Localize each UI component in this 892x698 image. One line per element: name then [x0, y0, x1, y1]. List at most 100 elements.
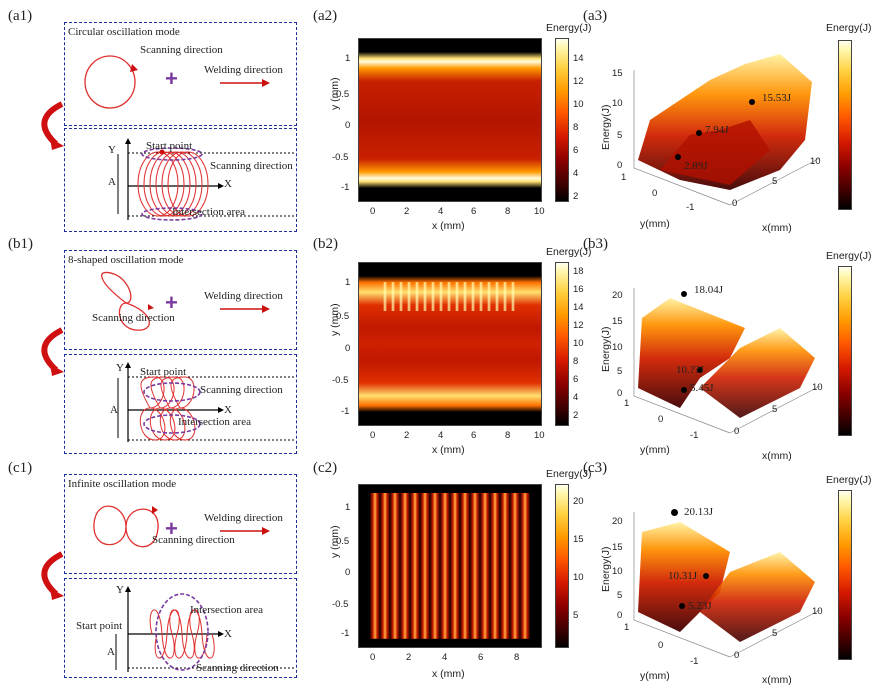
panel-label-b3: (b3) [583, 236, 608, 252]
c2-heatmap [358, 484, 542, 648]
c1-plus-icon: + [165, 516, 178, 541]
b2-cbar-tick: 6 [573, 374, 579, 385]
c3-marker [703, 573, 709, 579]
panel-label-b2: (b2) [313, 236, 338, 252]
b3-colorbar-title: Energy(J) [826, 250, 872, 262]
a2-ytick: -0.5 [332, 152, 349, 163]
a2-cbar-tick: 8 [573, 122, 579, 133]
b1-x-axis-label: X [224, 404, 232, 416]
c1-amplitude-label: A [107, 646, 115, 658]
c1-scanning2-label: Scanning direction [196, 662, 279, 674]
b1-amplitude-label: A [110, 404, 118, 416]
b1-y-axis-label: Y [116, 362, 124, 374]
c2-xtick: 0 [370, 652, 376, 663]
c1-scanning-label: Scanning direction [152, 534, 235, 546]
b3-annotation: 18.04J [694, 284, 724, 296]
b3-xtick: 0 [734, 426, 740, 437]
c1-diagram-box [64, 578, 297, 678]
c2-ytick: 1 [345, 502, 351, 513]
a1-welding-label: Welding direction [204, 64, 283, 76]
a1-welding-arrow-icon [220, 79, 270, 87]
c3-marker [679, 603, 685, 609]
panel-label-c3: (c3) [583, 460, 608, 476]
a2-xtick: 10 [534, 206, 545, 217]
a3-y-label: y(mm) [640, 218, 670, 230]
b1-scanning2-label: Scanning direction [200, 384, 283, 396]
b2-ytick: 0.5 [336, 311, 350, 322]
c2-xtick: 8 [514, 652, 520, 663]
c3-xtick: 10 [812, 606, 823, 617]
a2-cbar-tick: 6 [573, 145, 579, 156]
a3-ytick: 0 [652, 188, 658, 199]
panel-label-a2: (a2) [313, 8, 338, 24]
c3-marker [671, 509, 678, 516]
a3-xtick: 0 [732, 198, 738, 209]
a2-x-label: x (mm) [432, 220, 465, 232]
b1-mode-title: 8-shaped oscillation mode [68, 254, 184, 266]
c3-xtick: 0 [734, 650, 740, 661]
a3-annotation: 2.89J [684, 160, 708, 172]
c1-curved-arrow-icon [41, 551, 64, 600]
a3-ztick: 10 [612, 98, 623, 109]
c1-scan-diagram [115, 586, 295, 672]
a1-mode-title: Circular oscillation mode [68, 26, 180, 38]
b2-xtick: 8 [505, 430, 511, 441]
c3-ytick: 0 [658, 640, 664, 651]
a2-xtick: 8 [505, 206, 511, 217]
b3-marker [681, 291, 687, 297]
c2-colorbar [555, 484, 569, 648]
a2-cbar-tick: 12 [573, 76, 584, 87]
b3-annotation: 5.45J [690, 382, 714, 394]
c2-colorbar-title: Energy(J) [546, 468, 592, 480]
c3-x-label: x(mm) [762, 674, 792, 686]
b3-z-label: Energy(J) [600, 326, 612, 372]
c2-xtick: 6 [478, 652, 484, 663]
b3-colorbar [838, 266, 852, 436]
c3-ztick: 5 [617, 590, 623, 601]
b2-ytick: 0 [345, 343, 351, 354]
panel-label-c1: (c1) [8, 460, 33, 476]
b2-xtick: 4 [438, 430, 444, 441]
a1-intersection-label: Intersection area [172, 206, 245, 218]
b2-colorbar [555, 262, 569, 426]
b1-curved-arrow-icon [41, 327, 64, 376]
a1-plus-icon: + [165, 66, 178, 91]
c3-surface-plot [633, 512, 821, 658]
a3-colorbar-title: Energy(J) [826, 22, 872, 34]
a2-ytick: -1 [341, 182, 350, 193]
b2-cbar-tick: 18 [573, 266, 584, 277]
a2-xtick: 2 [404, 206, 410, 217]
b3-annotation: 10.??J [676, 364, 704, 376]
a1-diagram-box [64, 128, 297, 232]
panel-label-a3: (a3) [583, 8, 608, 24]
c2-xtick: 4 [442, 652, 448, 663]
c3-xtick: 5 [772, 628, 778, 639]
c3-ztick: 0 [617, 610, 623, 621]
b3-ytick: 1 [624, 398, 630, 409]
a3-xtick: 10 [810, 156, 821, 167]
a2-cbar-tick: 10 [573, 99, 584, 110]
a3-marker [696, 130, 702, 136]
a2-colorbar-title: Energy(J) [546, 22, 592, 34]
a2-colorbar [555, 38, 569, 202]
c2-x-label: x (mm) [432, 668, 465, 680]
c3-annotation: 20.13J [684, 506, 714, 518]
b2-xtick: 0 [370, 430, 376, 441]
c1-x-axis-label: X [224, 628, 232, 640]
panel-label-b1: (b1) [8, 236, 33, 252]
b3-ztick: 5 [617, 366, 623, 377]
b3-ztick: 10 [612, 342, 623, 353]
a3-marker [675, 154, 681, 160]
a2-ytick: 0.5 [336, 89, 350, 100]
c1-intersection-label: Intersection area [190, 604, 263, 616]
b2-heatmap [358, 262, 542, 426]
c1-welding-arrow-icon [220, 527, 270, 535]
a2-ytick: 1 [345, 53, 351, 64]
a1-y-axis-label: Y [108, 144, 116, 156]
a2-cbar-tick: 2 [573, 191, 579, 202]
b3-ytick: 0 [658, 414, 664, 425]
c3-ztick: 20 [612, 516, 623, 527]
c3-z-label: Energy(J) [600, 546, 612, 592]
a3-ytick: -1 [686, 202, 695, 213]
b2-xtick: 6 [471, 430, 477, 441]
